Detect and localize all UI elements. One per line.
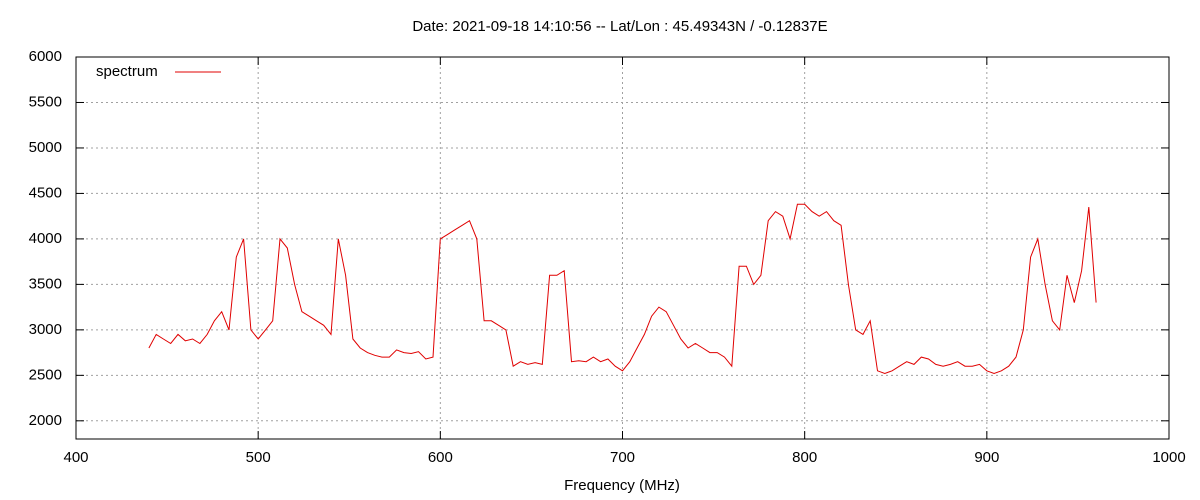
y-tick-label: 4500 [29,184,62,201]
y-tick-label: 6000 [29,48,62,65]
chart-title: Date: 2021-09-18 14:10:56 -- Lat/Lon : 4… [412,18,827,35]
y-tick-label: 2000 [29,412,62,429]
x-tick-label: 800 [792,449,817,466]
plot-border [75,56,1170,440]
y-tick-label: 3000 [29,321,62,338]
y-tick-label: 3500 [29,275,62,292]
x-tick-label: 1000 [1152,449,1185,466]
x-tick-label: 500 [246,449,271,466]
x-tick-label: 400 [63,449,88,466]
legend-label: spectrum [96,63,158,80]
y-tick-label: 4000 [29,230,62,247]
y-tick-label: 2500 [29,366,62,383]
x-axis-label: Frequency (MHz) [564,477,680,494]
x-tick-label: 600 [428,449,453,466]
x-tick-label: 900 [974,449,999,466]
spectrum-line [148,203,1097,375]
y-tick-label: 5500 [29,93,62,110]
x-tick-label: 700 [610,449,635,466]
y-tick-label: 5000 [29,139,62,156]
